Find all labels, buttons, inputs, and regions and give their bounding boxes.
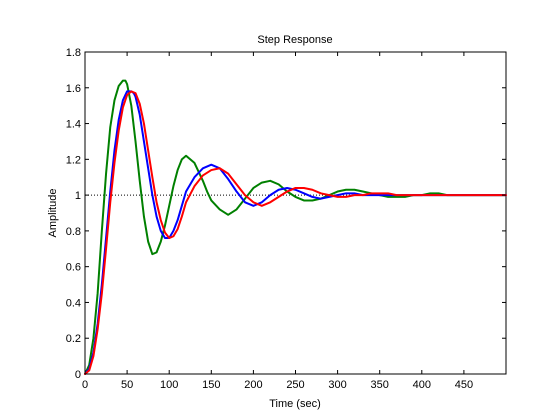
x-tick-label: 300 <box>328 379 346 391</box>
y-tick-label: 0.4 <box>66 297 81 309</box>
chart-title: Step Response <box>257 34 332 46</box>
x-axis-label: Time (sec) <box>269 398 321 410</box>
y-tick-label: 0.8 <box>66 226 81 238</box>
y-tick-label: 0 <box>75 369 81 381</box>
x-tick-label: 200 <box>244 379 262 391</box>
y-tick-label: 1.4 <box>66 119 81 131</box>
x-tick-label: 100 <box>160 379 178 391</box>
y-tick-label: 1.8 <box>66 47 81 59</box>
x-tick-label: 400 <box>413 379 431 391</box>
y-tick-label: 0.6 <box>66 262 81 274</box>
y-tick-label: 1 <box>75 190 81 202</box>
series-line-3 <box>84 90 507 375</box>
tick-layer: 0 50 100 150 200 250 300 350 400 450 0 0.2 0.4 0.6 0.8… <box>66 47 506 391</box>
x-tick-label: 150 <box>202 379 220 391</box>
y-tick-label: 1.6 <box>66 83 81 95</box>
x-tick-label: 50 <box>121 379 133 391</box>
series-layer <box>84 79 507 375</box>
y-tick-label: 1.2 <box>66 154 81 166</box>
x-tick-label: 450 <box>455 379 473 391</box>
x-tick-label: 0 <box>82 379 88 391</box>
y-tick-label: 0.2 <box>66 333 81 345</box>
x-tick-label: 250 <box>286 379 304 391</box>
y-axis-label: Amplitude <box>47 189 59 238</box>
x-tick-label: 350 <box>371 379 389 391</box>
plot-area <box>84 51 507 375</box>
